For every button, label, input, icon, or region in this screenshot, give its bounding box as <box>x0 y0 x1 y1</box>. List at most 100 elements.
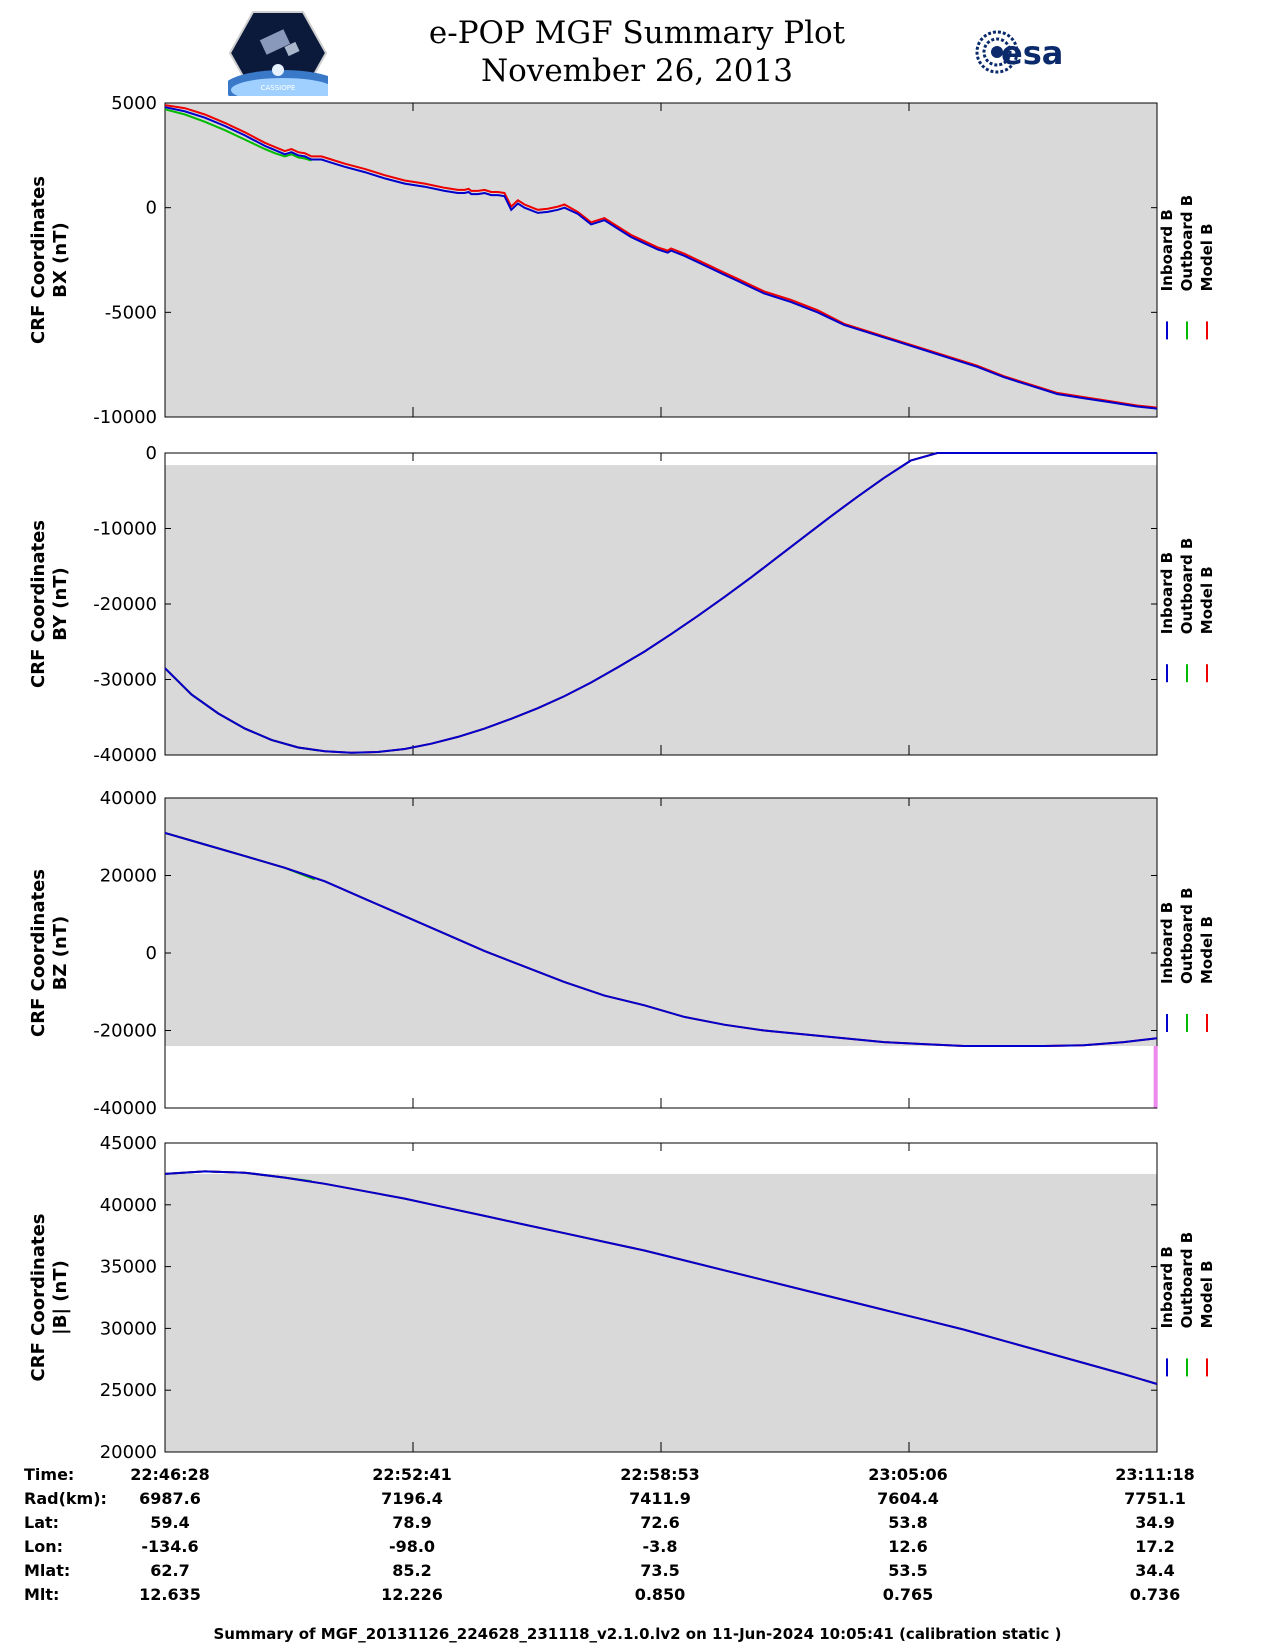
ephemeris-value: 12.635 <box>139 1585 201 1604</box>
esa-logo-text: esa <box>1001 34 1063 72</box>
panel-4-ylabel: CRF Coordinates|B| (nT) <box>28 1214 71 1382</box>
panel-3-flag-bar <box>1153 1046 1158 1108</box>
panel-4-legend-label: Model B <box>1198 1260 1216 1328</box>
panel-3-legend-label: Model B <box>1198 916 1216 984</box>
ephemeris-value: 53.8 <box>888 1513 928 1532</box>
panel-1-series-model-b <box>164 104 1158 409</box>
ephemeris-row: Mlt: 12.635 12.226 0.850 0.765 0.736 <box>0 1585 1275 1607</box>
panel-2-ytick-label: -40000 <box>93 745 157 766</box>
panel-1-series-outboard-b <box>164 108 312 162</box>
panel-3-ytick-label: -20000 <box>93 1021 157 1042</box>
panel-3-data-band <box>165 798 1157 1046</box>
panel-2-legend-label: Inboard B <box>1158 552 1176 634</box>
ephemeris-value: -98.0 <box>388 1537 436 1556</box>
panel-2-legend-label: Model B <box>1198 566 1216 634</box>
ephemeris-value: 7604.4 <box>877 1489 939 1508</box>
ephemeris-value: -134.6 <box>141 1537 199 1556</box>
panel-1-series-inboard-b <box>164 106 1158 410</box>
panel-4-ylabel-line: |B| (nT) <box>50 1260 71 1335</box>
ephemeris-value: 78.9 <box>392 1513 432 1532</box>
panel-4-ytick-label: 30000 <box>100 1318 157 1339</box>
ephemeris-value: 22:52:41 <box>372 1465 452 1484</box>
ephemeris-value: 12.226 <box>381 1585 443 1604</box>
panel-1-legend-label: Inboard B <box>1158 209 1176 291</box>
ephemeris-value: 22:58:53 <box>620 1465 700 1484</box>
ephemeris-row-label: Time: <box>24 1465 75 1484</box>
ephemeris-value: 6987.6 <box>139 1489 201 1508</box>
ephemeris-value: 59.4 <box>150 1513 190 1532</box>
panel-4-legend-label: Inboard B <box>1158 1246 1176 1328</box>
panel-1-ytick-label: -5000 <box>105 302 157 323</box>
panel-2-series-inboard-b <box>164 452 1157 754</box>
ephemeris-value: 7411.9 <box>629 1489 691 1508</box>
plot-title: e-POP MGF Summary Plot November 26, 2013 <box>337 14 937 90</box>
panel-2-ytick-label: 0 <box>146 443 157 464</box>
footer-caption: Summary of MGF_20131126_224628_231118_v2… <box>213 1625 1062 1643</box>
ephemeris-value: 0.765 <box>882 1585 934 1604</box>
epop-mission-logo: CASSIOPE <box>228 11 328 96</box>
panel-2-ylabel-line: CRF Coordinates <box>28 520 49 688</box>
header: CASSIOPE e-POP MGF Summary Plot November… <box>0 0 1275 100</box>
ephemeris-row: Time: 22:46:28 22:52:41 22:58:53 23:05:06 23:… <box>0 1465 1275 1487</box>
ephemeris-value: 0.736 <box>1129 1585 1181 1604</box>
panel-2-ytick-label: -30000 <box>93 670 157 691</box>
ephemeris-value: 7196.4 <box>381 1489 443 1508</box>
panel-1-ytick-label: 0 <box>146 198 157 219</box>
panel-4-ytick-label: 20000 <box>100 1442 157 1460</box>
ephemeris-value: 34.9 <box>1135 1513 1175 1532</box>
panel-1-ytick-label: 5000 <box>111 93 157 114</box>
panel-3-ytick-label: 40000 <box>100 788 157 809</box>
panel-4-legend-label: Outboard B <box>1178 1232 1196 1329</box>
panel-4-series-inboard-b <box>164 1170 1158 1385</box>
panel-4-ytick-label: 25000 <box>100 1380 157 1401</box>
panel-3-legend-label: Inboard B <box>1158 902 1176 984</box>
ephemeris-row-label: Mlat: <box>24 1561 71 1580</box>
esa-logo: esa <box>975 30 1063 74</box>
ephemeris-row: Lat: 59.4 78.9 72.6 53.8 34.9 <box>0 1513 1275 1535</box>
panel-3-legend-label: Outboard B <box>1178 887 1196 984</box>
title-line-1: e-POP MGF Summary Plot <box>428 15 846 51</box>
ephemeris-value: 85.2 <box>392 1561 432 1580</box>
ephemeris-value: 62.7 <box>150 1561 190 1580</box>
ephemeris-value: 53.5 <box>888 1561 928 1580</box>
panel-4-data-band <box>165 1173 1157 1452</box>
panel-3-ylabel-line: CRF Coordinates <box>28 869 49 1037</box>
panel-4-ytick-label: 35000 <box>100 1257 157 1278</box>
panel-3-ylabel-line: BZ (nT) <box>50 916 71 991</box>
ephemeris-value: 22:46:28 <box>130 1465 210 1484</box>
ephemeris-value: -3.8 <box>642 1537 678 1556</box>
ephemeris-value: 23:11:18 <box>1115 1465 1195 1484</box>
panel-3-ytick-label: 20000 <box>100 866 157 887</box>
panel-2-data-band <box>165 465 1157 755</box>
ephemeris-value: 72.6 <box>640 1513 680 1532</box>
ephemeris-row: Mlat: 62.7 85.2 73.5 53.5 34.4 <box>0 1561 1275 1583</box>
ephemeris-value: 0.850 <box>634 1585 686 1604</box>
title-line-2: November 26, 2013 <box>481 53 793 89</box>
ephemeris-value: 17.2 <box>1135 1537 1175 1556</box>
panel-1-ylabel-line: BX (nT) <box>50 222 71 297</box>
panel-2-ylabel: CRF CoordinatesBY (nT) <box>28 520 71 688</box>
panel-2-legend-label: Outboard B <box>1178 538 1196 635</box>
panel-3-ytick-label: 0 <box>146 943 157 964</box>
panel-3-ytick-label: -40000 <box>93 1098 157 1119</box>
panel-1-ytick-label: -10000 <box>93 407 157 428</box>
panel-1-ylabel-line: CRF Coordinates <box>28 176 49 344</box>
ephemeris-row-label: Mlt: <box>24 1585 60 1604</box>
ephemeris-value: 7751.1 <box>1124 1489 1186 1508</box>
ephemeris-row-label: Lat: <box>24 1513 60 1532</box>
panel-1-data-band <box>165 103 1157 417</box>
panel-4-ytick-label: 45000 <box>100 1133 157 1154</box>
ephemeris-value: 34.4 <box>1135 1561 1175 1580</box>
epop-logo-text: CASSIOPE <box>261 84 296 92</box>
panel-2-ytick-label: -20000 <box>93 594 157 615</box>
panel-1-legend-label: Outboard B <box>1178 195 1196 292</box>
ephemeris-table: Time: 22:46:28 22:52:41 22:58:53 23:05:06 23:… <box>0 1465 1275 1615</box>
ephemeris-row: Rad(km): 6987.6 7196.4 7411.9 7604.4 7751.1 <box>0 1489 1275 1511</box>
ephemeris-value: 23:05:06 <box>868 1465 948 1484</box>
panel-4-ytick-label: 40000 <box>100 1195 157 1216</box>
ephemeris-row-label: Lon: <box>24 1537 63 1556</box>
panel-4-ylabel-line: CRF Coordinates <box>28 1214 49 1382</box>
panel-1-ylabel: CRF CoordinatesBX (nT) <box>28 176 71 344</box>
panel-3-ylabel: CRF CoordinatesBZ (nT) <box>28 869 71 1037</box>
